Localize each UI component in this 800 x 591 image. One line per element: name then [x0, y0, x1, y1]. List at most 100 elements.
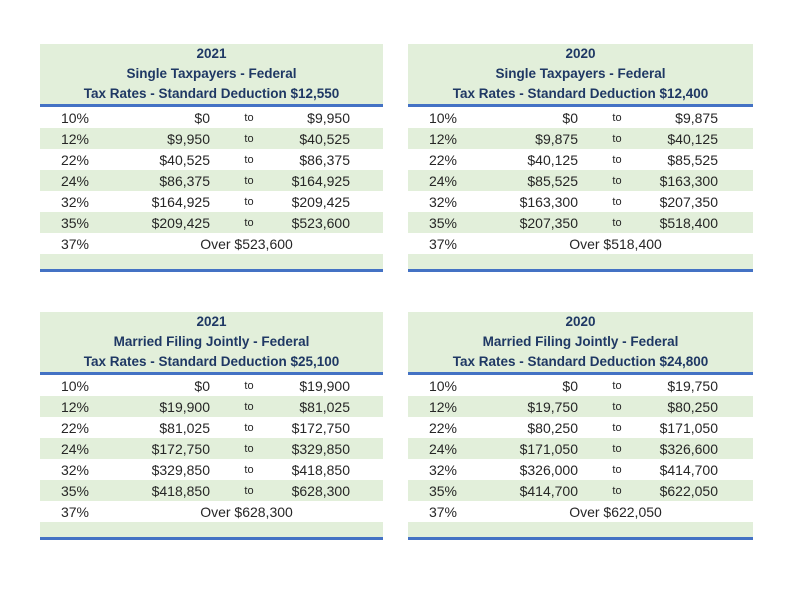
rate-cell: 12% [428, 398, 458, 415]
bracket-row: 24% $172,750 to $329,850 [40, 438, 383, 459]
to-label: to [612, 111, 622, 124]
to-label: to [612, 379, 622, 392]
table-subtitle: Tax Rates - Standard Deduction $12,400 [452, 86, 709, 101]
tax-table-mfj-2020: 2020 Married Filing Jointly - Federal Ta… [408, 312, 753, 540]
divider-bottom [408, 269, 753, 272]
upper-cell: $628,300 [291, 482, 350, 499]
upper-cell: $9,875 [675, 109, 718, 126]
rate-cell: 37% [60, 235, 90, 252]
upper-cell: $172,750 [291, 419, 350, 436]
to-label: to [612, 442, 622, 455]
bracket-row: 24% $86,375 to $164,925 [40, 170, 383, 191]
upper-cell: $81,025 [299, 398, 350, 415]
to-label: to [244, 132, 254, 145]
empty-row [40, 254, 383, 269]
to-label: to [244, 174, 254, 187]
bracket-row: 10% $0 to $9,950 [40, 107, 383, 128]
from-cell: $80,250 [527, 419, 578, 436]
table-subtitle: Tax Rates - Standard Deduction $24,800 [452, 354, 709, 369]
table-year: 2021 [196, 46, 227, 61]
rate-cell: 12% [60, 398, 90, 415]
from-cell: $19,750 [527, 398, 578, 415]
rate-cell: 35% [428, 214, 458, 231]
upper-cell: $171,050 [659, 419, 718, 436]
from-cell: $0 [194, 377, 210, 394]
tax-table-single-2020: 2020 Single Taxpayers - Federal Tax Rate… [408, 44, 753, 272]
rate-cell: 10% [60, 377, 90, 394]
to-label: to [244, 379, 254, 392]
from-cell: $9,950 [167, 130, 210, 147]
table-header: 2021 Married Filing Jointly - Federal Ta… [40, 312, 383, 372]
table-group: Single Taxpayers - Federal [126, 66, 297, 81]
from-cell: $19,900 [159, 398, 210, 415]
to-label: to [612, 484, 622, 497]
to-label: to [244, 484, 254, 497]
upper-cell: $518,400 [659, 214, 718, 231]
upper-cell: $414,700 [659, 461, 718, 478]
empty-row [408, 522, 753, 537]
divider-top [408, 104, 753, 107]
from-cell: $86,375 [159, 172, 210, 189]
rate-cell: 10% [60, 109, 90, 126]
bracket-row: 35% $414,700 to $622,050 [408, 480, 753, 501]
bracket-row: 24% $171,050 to $326,600 [408, 438, 753, 459]
bracket-row: 22% $80,250 to $171,050 [408, 417, 753, 438]
from-cell: $81,025 [159, 419, 210, 436]
to-label: to [244, 195, 254, 208]
from-cell: $0 [562, 377, 578, 394]
rate-cell: 22% [428, 419, 458, 436]
from-cell: $329,850 [151, 461, 210, 478]
to-label: to [612, 132, 622, 145]
bracket-row: 12% $9,875 to $40,125 [408, 128, 753, 149]
rate-cell: 32% [428, 461, 458, 478]
from-cell: $0 [194, 109, 210, 126]
to-label: to [244, 153, 254, 166]
rate-cell: 35% [428, 482, 458, 499]
divider-bottom [408, 537, 753, 540]
upper-cell: $40,125 [667, 130, 718, 147]
over-cell: Over $518,400 [569, 235, 662, 252]
from-cell: $171,050 [519, 440, 578, 457]
bracket-row-over: 37% Over $523,600 [40, 233, 383, 254]
bracket-row: 12% $19,900 to $81,025 [40, 396, 383, 417]
rate-cell: 24% [60, 440, 90, 457]
upper-cell: $329,850 [291, 440, 350, 457]
rate-cell: 22% [60, 419, 90, 436]
from-cell: $207,350 [519, 214, 578, 231]
from-cell: $9,875 [535, 130, 578, 147]
to-label: to [612, 463, 622, 476]
bracket-row-over: 37% Over $628,300 [40, 501, 383, 522]
rate-cell: 32% [428, 193, 458, 210]
upper-cell: $326,600 [659, 440, 718, 457]
rate-cell: 24% [60, 172, 90, 189]
from-cell: $326,000 [519, 461, 578, 478]
over-cell: Over $628,300 [200, 503, 293, 520]
empty-row [40, 522, 383, 537]
upper-cell: $622,050 [659, 482, 718, 499]
table-header: 2020 Single Taxpayers - Federal Tax Rate… [408, 44, 753, 104]
rate-cell: 37% [60, 503, 90, 520]
divider-bottom [40, 269, 383, 272]
bracket-row: 32% $163,300 to $207,350 [408, 191, 753, 212]
rate-cell: 37% [428, 503, 458, 520]
from-cell: $40,125 [527, 151, 578, 168]
rate-cell: 32% [60, 193, 90, 210]
bracket-row: 22% $40,125 to $85,525 [408, 149, 753, 170]
from-cell: $40,525 [159, 151, 210, 168]
rate-cell: 24% [428, 172, 458, 189]
bracket-row: 35% $209,425 to $523,600 [40, 212, 383, 233]
to-label: to [612, 400, 622, 413]
upper-cell: $164,925 [291, 172, 350, 189]
to-label: to [612, 153, 622, 166]
over-cell: Over $622,050 [569, 503, 662, 520]
bracket-row-over: 37% Over $622,050 [408, 501, 753, 522]
empty-row [408, 254, 753, 269]
to-label: to [244, 463, 254, 476]
bracket-row: 35% $207,350 to $518,400 [408, 212, 753, 233]
upper-cell: $80,250 [667, 398, 718, 415]
from-cell: $0 [562, 109, 578, 126]
rate-cell: 32% [60, 461, 90, 478]
to-label: to [612, 174, 622, 187]
rate-cell: 24% [428, 440, 458, 457]
